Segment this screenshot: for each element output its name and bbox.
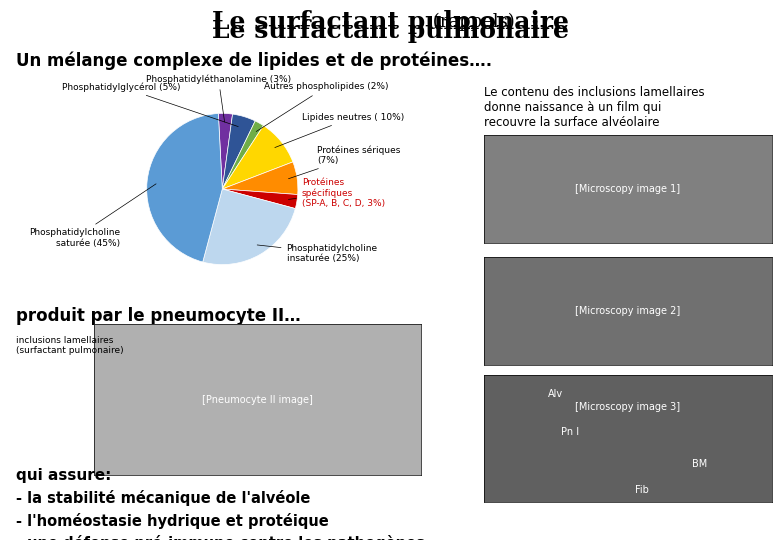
Text: Alv: Alv bbox=[548, 389, 563, 400]
Text: qui assure:: qui assure: bbox=[16, 468, 111, 483]
Wedge shape bbox=[203, 189, 296, 265]
Wedge shape bbox=[218, 113, 232, 189]
Text: Phosphatidylcholine
saturée (45%): Phosphatidylcholine saturée (45%) bbox=[29, 184, 156, 248]
Text: Protéines
spécifiques
(SP-A, B, C, D, 3%): Protéines spécifiques (SP-A, B, C, D, 3%… bbox=[289, 178, 385, 208]
Wedge shape bbox=[222, 189, 298, 208]
Wedge shape bbox=[222, 162, 298, 194]
Text: Un mélange complexe de lipides et de protéines….: Un mélange complexe de lipides et de pro… bbox=[16, 51, 491, 70]
Text: [Microscopy image 2]: [Microscopy image 2] bbox=[576, 306, 680, 315]
Text: [Microscopy image 1]: [Microscopy image 1] bbox=[576, 184, 680, 194]
Text: Phosphatidylglycérol (5%): Phosphatidylglycérol (5%) bbox=[62, 82, 238, 126]
Text: Le surfactant pulmonaire: Le surfactant pulmonaire bbox=[211, 19, 569, 43]
Text: Fib: Fib bbox=[636, 484, 649, 495]
Wedge shape bbox=[222, 114, 255, 189]
Text: BM: BM bbox=[693, 459, 707, 469]
Text: Le surfactant pulmonaire: Le surfactant pulmonaire bbox=[211, 19, 569, 43]
Wedge shape bbox=[147, 113, 222, 262]
Text: Le contenu des inclusions lamellaires
donne naissance à un film qui
recouvre la : Le contenu des inclusions lamellaires do… bbox=[484, 86, 704, 130]
Text: Phosphatidyléthanolamine (3%): Phosphatidyléthanolamine (3%) bbox=[146, 75, 291, 122]
Wedge shape bbox=[222, 121, 264, 189]
Text: produit par le pneumocyte II…: produit par le pneumocyte II… bbox=[16, 307, 300, 325]
Text: Pn I: Pn I bbox=[561, 427, 580, 437]
Text: Le surfactant pulmonaire: Le surfactant pulmonaire bbox=[211, 10, 569, 33]
Text: Autres phospholipides (2%): Autres phospholipides (2%) bbox=[256, 83, 388, 132]
Text: Protéines sériques
(7%): Protéines sériques (7%) bbox=[289, 145, 400, 179]
Text: - une défense pré-immune contre les pathogènes: - une défense pré-immune contre les path… bbox=[16, 535, 424, 540]
Text: - la stabilité mécanique de l'alvéole: - la stabilité mécanique de l'alvéole bbox=[16, 490, 310, 507]
Text: (rappels): (rappels) bbox=[266, 12, 514, 31]
Text: - l'homéostasie hydrique et protéique: - l'homéostasie hydrique et protéique bbox=[16, 513, 328, 529]
Text: [Pneumocyte II image]: [Pneumocyte II image] bbox=[202, 395, 313, 404]
Text: inclusions lamellaires
(surfactant pulmonaire): inclusions lamellaires (surfactant pulmo… bbox=[16, 336, 123, 355]
Text: [Microscopy image 3]: [Microscopy image 3] bbox=[576, 402, 680, 412]
Text: Phosphatidylcholine
insaturée (25%): Phosphatidylcholine insaturée (25%) bbox=[257, 244, 378, 263]
Text: Lipides neutres ( 10%): Lipides neutres ( 10%) bbox=[275, 113, 404, 147]
Wedge shape bbox=[222, 126, 292, 189]
